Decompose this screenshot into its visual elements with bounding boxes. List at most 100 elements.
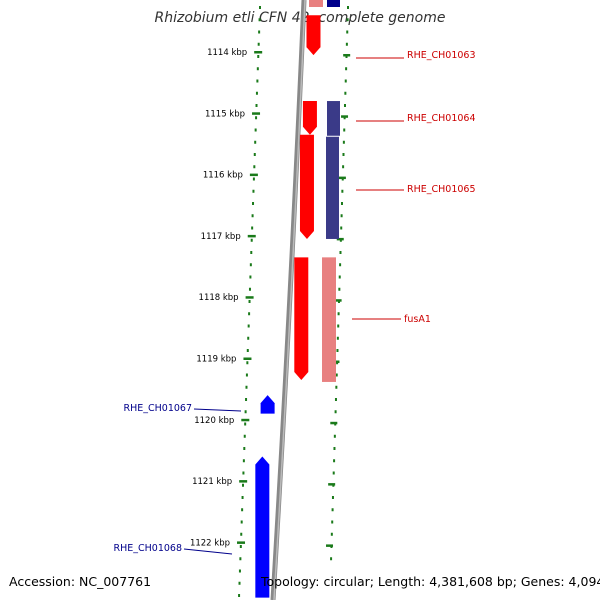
track-dot <box>339 251 342 254</box>
track-dot <box>346 30 349 34</box>
track-dot <box>342 153 345 156</box>
track-dot <box>251 226 254 230</box>
scale-tick-label: 1116 kbp <box>203 171 243 181</box>
track-dot <box>250 251 253 254</box>
track-dot <box>340 226 343 230</box>
track-dot <box>255 104 258 107</box>
track-dot <box>337 324 340 328</box>
track-dot <box>245 398 248 401</box>
gene-leader-line <box>183 548 233 555</box>
gene-label: fusA1 <box>404 314 431 325</box>
track-dot <box>340 214 343 218</box>
outer-scale-tick <box>328 483 336 486</box>
track-dot <box>333 459 336 463</box>
track-dot <box>332 471 335 475</box>
track-dot <box>244 410 247 414</box>
track-dot <box>335 385 338 389</box>
track-dot <box>252 177 255 181</box>
gene-label: RHE_CH01068 <box>114 543 183 554</box>
track-dot <box>258 30 261 34</box>
track-dot <box>253 153 256 156</box>
track-dot <box>250 238 253 242</box>
track-dot <box>345 67 348 71</box>
scale-tick <box>239 480 248 483</box>
scale-tick-label: 1115 kbp <box>205 109 245 119</box>
track-dot <box>256 79 259 83</box>
track-dot <box>337 312 340 316</box>
reverse-gene-fusa1 <box>294 257 309 380</box>
track-dot <box>254 128 257 132</box>
track-dot <box>331 520 334 524</box>
reverse-gene-partial <box>309 0 323 7</box>
track-dot <box>257 42 260 46</box>
genome-backbone-highlight <box>273 0 306 600</box>
track-dot <box>338 275 341 279</box>
forward-gene-rhe_ch01068 <box>255 456 270 598</box>
companion-bar-rhe-ch01065 <box>326 136 339 239</box>
scale-tick-label: 1121 kbp <box>192 477 232 487</box>
accession-label: Accession: NC_007761 <box>9 574 152 589</box>
track-dot <box>339 263 342 267</box>
track-dot <box>259 6 261 9</box>
track-dot <box>239 557 242 561</box>
track-dot <box>344 79 347 83</box>
track-dot <box>245 373 248 377</box>
track-dot <box>241 496 244 499</box>
gene-leader-line <box>193 408 242 412</box>
track-dot <box>238 581 241 585</box>
scale-tick <box>254 51 263 54</box>
outer-scale-tick <box>338 176 346 180</box>
scale-tick <box>249 173 258 177</box>
track-dot <box>343 128 346 132</box>
inner-tick-track <box>238 6 261 597</box>
track-dot <box>253 165 256 169</box>
track-dot <box>255 91 258 95</box>
track-dot <box>336 336 339 340</box>
track-dot <box>336 349 339 352</box>
scale-tick-label: 1120 kbp <box>194 416 234 426</box>
track-dot <box>330 557 333 561</box>
track-dot <box>255 116 258 120</box>
track-dot <box>238 569 241 573</box>
track-dot <box>238 594 241 597</box>
track-dot <box>245 385 248 389</box>
outer-scale-tick <box>343 54 351 57</box>
track-dot <box>248 300 251 303</box>
track-dot <box>341 189 344 193</box>
track-dot <box>338 287 341 291</box>
track-dot <box>240 520 243 524</box>
track-dot <box>243 447 246 450</box>
track-dot <box>331 508 334 512</box>
scale-tick <box>241 418 250 422</box>
scale-tick <box>245 296 254 299</box>
reverse-gene-rhe_ch01063 <box>306 15 321 56</box>
track-dot <box>249 275 252 279</box>
scale-tick-label: 1118 kbp <box>199 293 239 303</box>
track-dot <box>243 434 246 438</box>
track-dot <box>242 471 245 475</box>
genome-title: Rhizobium etli CFN 42, complete genome <box>154 10 446 26</box>
track-dot <box>254 140 257 144</box>
companion-bar-rhe-ch01064 <box>327 101 340 136</box>
outer-scale-tick <box>334 299 342 302</box>
track-dot <box>335 373 338 377</box>
track-dot <box>251 214 254 218</box>
gene-label: RHE_CH01065 <box>407 184 476 195</box>
track-dot <box>242 459 245 463</box>
reverse-gene-rhe_ch01064 <box>302 101 317 135</box>
track-dot <box>240 532 243 536</box>
companion-bar-fusa1 <box>322 257 336 382</box>
track-dot <box>344 91 347 95</box>
track-dot <box>347 6 349 9</box>
track-dot <box>342 140 345 144</box>
track-dot <box>252 202 255 205</box>
scale-tick <box>247 234 256 238</box>
track-dot <box>256 67 259 71</box>
forward-gene-rhe_ch01067 <box>260 395 275 414</box>
outer-scale-tick <box>326 544 334 547</box>
track-dot <box>247 324 250 328</box>
track-dot <box>334 410 337 414</box>
track-dot <box>252 189 255 193</box>
track-dot <box>333 447 336 450</box>
